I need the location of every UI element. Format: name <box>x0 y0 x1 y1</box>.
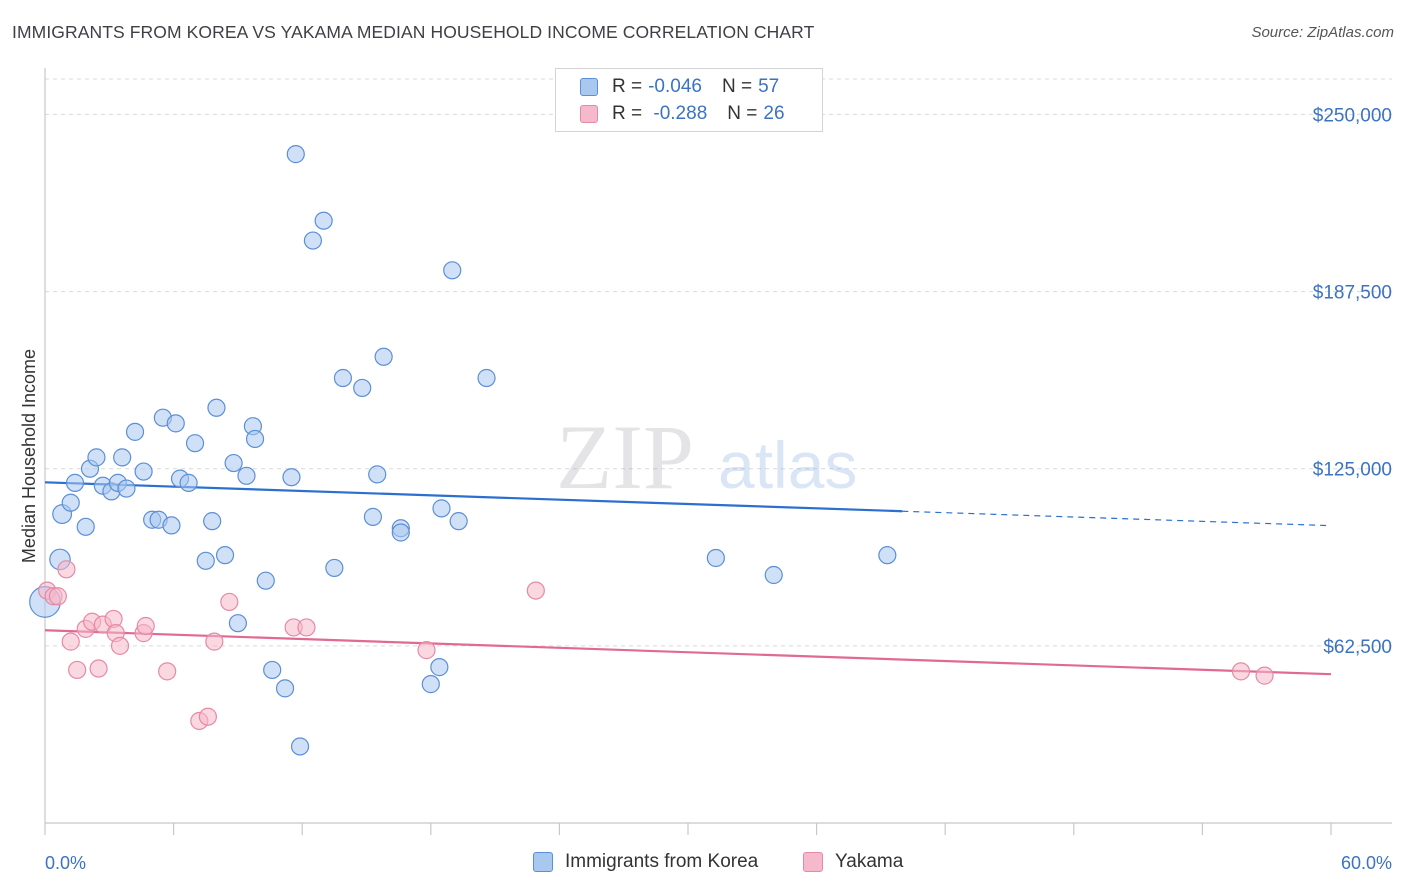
point-korea <box>179 473 198 492</box>
point-yakama <box>89 659 108 678</box>
point-korea <box>134 462 153 481</box>
legend-row-korea: R = -0.046 N = 57 <box>580 73 779 101</box>
legend-n-value: 26 <box>763 103 785 124</box>
point-korea <box>162 516 181 535</box>
point-korea <box>374 347 393 366</box>
axes <box>44 68 1392 835</box>
point-korea <box>303 231 323 250</box>
y-tick-label: $187,500 <box>1313 283 1392 304</box>
watermark-zip: ZIP <box>556 406 694 508</box>
point-korea <box>282 468 301 487</box>
trend-line-korea-extension <box>902 510 1332 527</box>
point-korea <box>113 448 132 467</box>
y-tick-label: $62,500 <box>1323 637 1392 658</box>
point-korea <box>166 414 185 433</box>
bottom-legend-yakama[interactable]: Yakama <box>803 851 903 873</box>
legend-n-value: 57 <box>758 76 780 97</box>
point-yakama <box>297 618 316 637</box>
point-korea <box>764 565 783 585</box>
point-yakama <box>526 581 545 600</box>
point-korea <box>263 660 282 680</box>
point-korea <box>314 211 333 230</box>
legend-swatch-korea <box>580 78 598 96</box>
point-korea <box>290 737 310 756</box>
bottom-legend-swatch-korea <box>533 852 553 872</box>
point-yakama <box>1231 662 1251 681</box>
bottom-legend-label-korea: Immigrants from Korea <box>565 851 759 872</box>
point-korea <box>363 507 383 526</box>
data-points <box>29 145 1274 756</box>
point-korea <box>275 679 295 698</box>
legend-r-value: -0.288 <box>648 103 708 124</box>
point-korea <box>477 368 496 388</box>
watermark: ZIP atlas <box>556 406 857 508</box>
bottom-legend-label-yakama: Yakama <box>835 851 904 872</box>
source-label: Source: ZipAtlas.com <box>1251 24 1394 41</box>
legend-r-label: R = <box>612 76 643 97</box>
point-korea <box>196 551 215 570</box>
bottom-legend-swatch-yakama <box>803 852 823 872</box>
point-korea <box>65 473 85 492</box>
point-korea <box>325 558 344 578</box>
point-yakama <box>61 632 80 651</box>
point-korea <box>185 434 205 453</box>
tick-labels: $62,500 $125,000 $187,500 $250,000 0.0% 60.0% <box>45 105 1392 873</box>
point-korea <box>117 479 136 498</box>
x-tick-label: 0.0% <box>45 853 86 873</box>
point-korea <box>421 675 440 694</box>
point-korea <box>878 546 897 565</box>
legend-r-value: -0.046 <box>648 76 702 97</box>
point-korea <box>430 658 449 677</box>
point-korea <box>245 429 265 449</box>
point-korea <box>353 378 372 398</box>
y-tick-label: $125,000 <box>1313 460 1392 481</box>
point-yakama <box>220 592 239 612</box>
point-korea <box>256 571 275 590</box>
point-yakama <box>136 616 155 636</box>
point-yakama <box>110 636 130 655</box>
point-korea <box>224 453 243 473</box>
point-korea <box>215 546 235 565</box>
legend-swatch-yakama <box>580 105 598 123</box>
point-yakama <box>1255 666 1274 685</box>
point-yakama <box>205 632 224 651</box>
point-korea <box>61 493 80 512</box>
point-yakama <box>158 662 177 681</box>
legend-row-yakama: R = -0.288 N = 26 <box>580 100 785 128</box>
point-korea <box>228 614 247 633</box>
y-axis-title: Median Household Income <box>19 349 39 563</box>
point-yakama <box>57 560 76 579</box>
y-tick-label: $250,000 <box>1313 105 1392 126</box>
correlation-legend: R = -0.046 N = 57 R = -0.288 N = 26 <box>555 68 823 132</box>
watermark-atlas: atlas <box>718 428 857 502</box>
point-korea <box>706 548 725 568</box>
point-korea <box>368 465 387 484</box>
point-korea <box>203 512 222 531</box>
x-tick-label: 60.0% <box>1341 853 1392 873</box>
point-korea <box>443 261 462 280</box>
trend-line-yakama <box>44 629 1332 676</box>
chart-title: IMMIGRANTS FROM KOREA VS YAKAMA MEDIAN H… <box>12 22 815 42</box>
legend-n-label: N = <box>721 76 753 97</box>
point-korea <box>76 517 95 536</box>
point-yakama <box>68 660 87 680</box>
point-korea <box>333 368 353 388</box>
point-korea <box>237 466 256 485</box>
point-korea <box>207 398 226 417</box>
bottom-legend-korea[interactable]: Immigrants from Korea <box>533 851 758 873</box>
point-korea <box>391 523 410 542</box>
point-korea <box>432 499 451 518</box>
point-yakama <box>417 641 436 660</box>
point-korea <box>87 448 106 467</box>
point-korea <box>286 145 305 164</box>
legend-r-label: R = <box>612 103 643 124</box>
point-yakama <box>198 707 217 726</box>
legend-n-label: N = <box>727 103 758 124</box>
point-korea <box>125 422 145 441</box>
point-korea <box>449 512 468 531</box>
point-yakama <box>48 587 67 606</box>
